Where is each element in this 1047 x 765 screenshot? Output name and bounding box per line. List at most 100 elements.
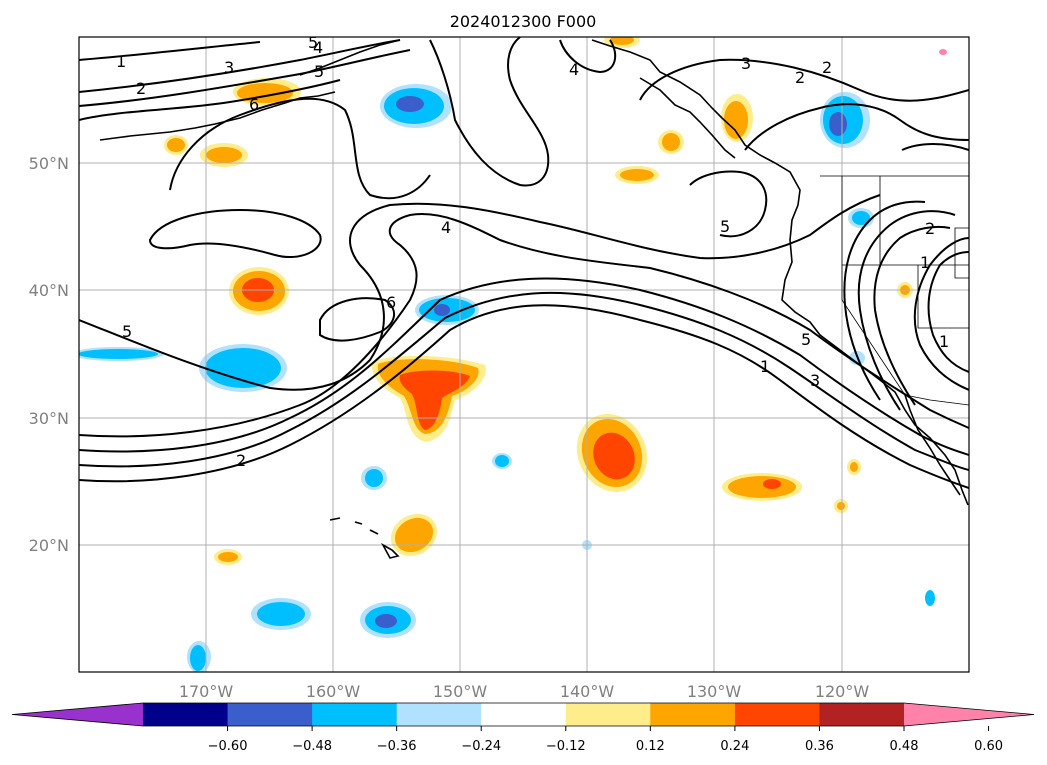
shade-blob [164,135,188,155]
contour-label: 5 [308,33,318,52]
lat-label-20n: 20°N [29,536,69,555]
contour-label: 2 [795,68,805,87]
colorbar: −0.60 −0.48 −0.36 −0.24 −0.12 0.12 0.24 0.36 0.4… [11,702,1035,754]
contour-label: 5 [314,62,324,81]
colorbar-tick-label: −0.24 [461,739,501,754]
contour-line [79,291,969,471]
contour-label: 1 [939,332,949,351]
alaska-coast [299,39,401,76]
figure-title: 2024012300 F000 [450,12,597,31]
shade-blob [415,295,479,325]
contour-line [927,251,969,373]
colorbar-segment [396,703,482,726]
colorbar-tick-label: 0.24 [720,739,749,754]
contour-label: 5 [801,330,811,349]
shade-blob [834,499,848,513]
contour-label: 5 [720,217,730,236]
lat-label-40n: 40°N [29,281,69,300]
north-america-coast [591,39,969,506]
lon-label-150w: 150°W [433,682,488,701]
contour-label: 4 [569,60,579,79]
shade-blob [371,355,486,442]
contour-line [901,143,969,151]
colorbar-tick-label: −0.48 [292,739,332,754]
graticule [79,37,969,672]
shade-blob [939,49,947,55]
shade-blob [925,590,935,606]
aleutian-coast [99,91,336,141]
colorbar-tick-label: 0.60 [974,739,1003,754]
contour-line [79,194,881,391]
shade-blob [200,143,248,167]
contour-label: 1 [920,253,930,272]
contour-line [79,41,261,61]
contour-label: 1 [116,52,126,71]
colorbar-segment [481,703,567,726]
contour-label: 4 [441,218,451,237]
contour-line [744,103,969,151]
colorbar-segment [819,703,905,726]
state-borders [841,176,969,396]
lon-label-170w: 170°W [179,682,234,701]
bc-islands [639,77,736,159]
lon-label-130w: 130°W [687,682,742,701]
contour-line [559,39,617,74]
contour-line [79,213,969,438]
contour-label: 3 [224,58,234,77]
shade-blob [214,549,242,565]
contour-label: 5 [122,322,132,341]
contour-label: 2 [925,219,935,238]
contour-label: 6 [386,293,396,312]
contour-label: 2 [136,79,146,98]
shade-blob [380,84,452,128]
lat-label-50n: 50°N [29,154,69,173]
contour-line [79,304,969,489]
shade-blob [576,414,648,492]
colorbar-segment [734,703,820,726]
shade-blob [229,267,289,315]
shade-blob [199,344,287,392]
contour-line [429,37,550,187]
contour-label: 6 [249,95,259,114]
lon-label-160w: 160°W [306,682,361,701]
shade-blob [251,598,311,630]
contour-line [319,297,395,342]
shade-blob [847,459,861,475]
colorbar-segment [565,703,651,726]
contour-layer [79,37,969,489]
colorbar-tick-label: −0.12 [546,739,586,754]
lon-label-140w: 140°W [560,682,615,701]
shade-blob [722,473,802,501]
contour-labels: 1 2 3 4 5 6 5 2 4 6 5 4 3 2 2 5 5 1 3 1 … [116,33,949,470]
colorbar-segment [312,703,398,726]
colorbar-tick-label: 0.48 [890,739,919,754]
colorbar-segment [227,703,313,726]
contour-label: 2 [822,58,832,77]
contour-line [843,200,926,401]
hawaii-coast [329,517,400,559]
map-frame [78,36,970,673]
shading-layer [79,37,947,672]
shade-blob [360,602,416,638]
contour-line [79,39,401,93]
contour-label: 4 [313,38,323,57]
shade-blob [658,130,684,154]
baja-coast [904,394,961,496]
shade-blob [492,453,512,469]
colorbar-extend-high [904,703,1034,726]
coastline-layer [99,39,969,559]
us-mexico-border [904,394,969,406]
contour-line [169,97,431,200]
contour-line [148,208,322,259]
shade-blob [79,347,164,361]
contour-label: 1 [760,357,770,376]
contour-label: 3 [810,371,820,390]
contour-label: 3 [741,54,751,73]
contour-line [79,79,341,121]
colorbar-extend-low [12,703,143,726]
contour-line [639,58,969,102]
colorbar-tick-label: −0.60 [208,739,248,754]
shade-blob [390,513,438,557]
colorbar-tick-label: −0.36 [377,739,417,754]
